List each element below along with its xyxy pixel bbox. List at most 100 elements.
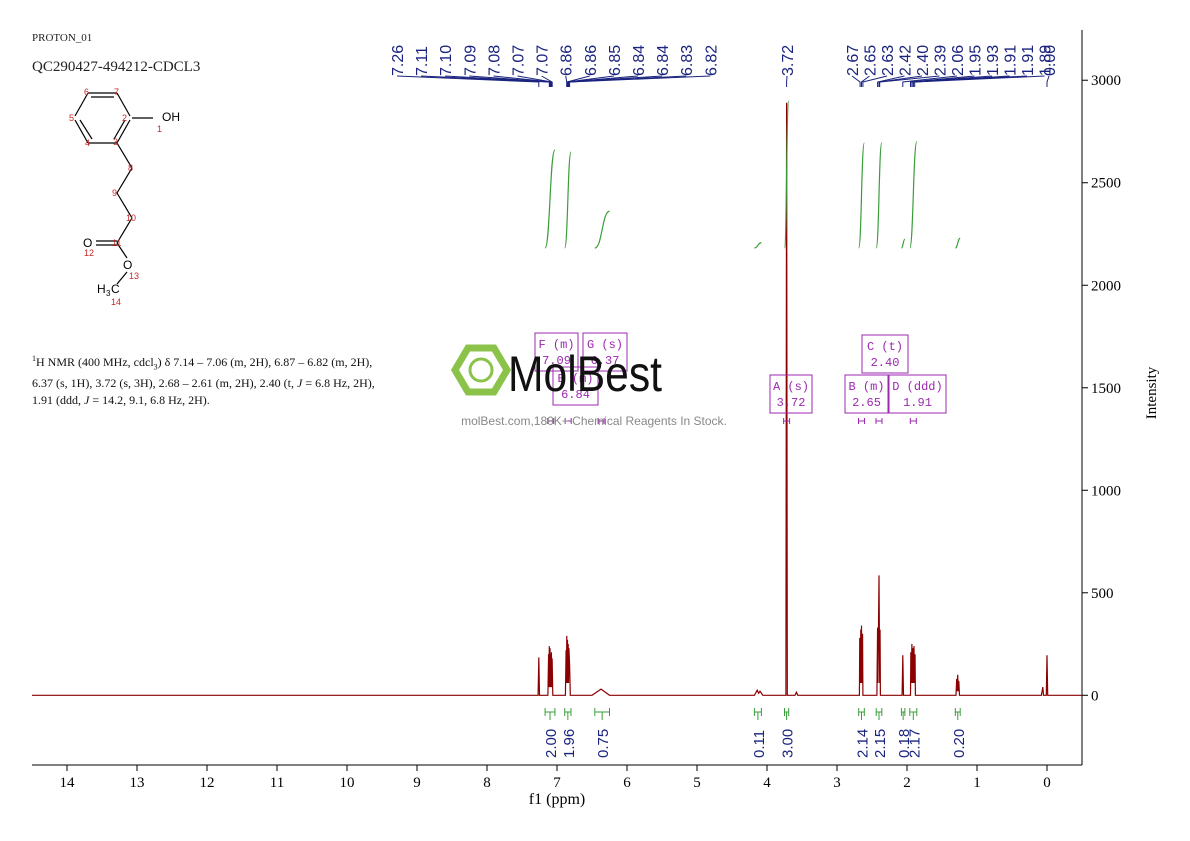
multiplet-box bbox=[861, 334, 909, 374]
peak-label: 2.39 bbox=[933, 45, 950, 76]
integral-label: 3.00 bbox=[780, 729, 797, 758]
multiplet-name: D (ddd) bbox=[892, 380, 942, 394]
y-tick-label: 500 bbox=[1091, 586, 1114, 602]
peak-connector bbox=[851, 75, 861, 87]
peak-label: 2.42 bbox=[898, 45, 915, 76]
x-tick-label: 5 bbox=[693, 775, 701, 791]
integral-bracket bbox=[544, 708, 556, 720]
peak-label: 2.65 bbox=[863, 45, 880, 76]
x-tick-label: 12 bbox=[200, 775, 215, 791]
peak-connector bbox=[568, 75, 687, 87]
multiplet-name: B (m) bbox=[848, 380, 884, 394]
experiment-name: PROTON_01 bbox=[32, 32, 92, 44]
x-tick-label: 1 bbox=[973, 775, 981, 791]
watermark-logo bbox=[450, 344, 512, 396]
multiplet-marker bbox=[564, 418, 572, 424]
multiplet-name: A (s) bbox=[773, 380, 809, 394]
integral-bracket bbox=[900, 708, 906, 720]
atom-numbers: OH 1 2 3 4 5 6 7 8 9 10 11 O 12 O 13 H 3… bbox=[69, 87, 180, 307]
integral-bracket bbox=[875, 708, 883, 720]
peak-label: 1.91 bbox=[1020, 45, 1037, 76]
peak-label: 2.67 bbox=[845, 45, 862, 76]
multiplet-marker bbox=[783, 418, 791, 424]
integral-curve bbox=[783, 100, 790, 249]
multiplet-shift: 2.40 bbox=[871, 356, 900, 370]
desc-part: 1 bbox=[32, 354, 36, 363]
atom-number: 4 bbox=[85, 138, 90, 148]
y-tick-label: 1000 bbox=[1091, 483, 1121, 499]
peak-connector bbox=[861, 75, 870, 87]
multiplet-box bbox=[582, 332, 628, 372]
peak-label: 7.26 bbox=[390, 45, 407, 76]
integral-label: 2.00 bbox=[543, 729, 560, 758]
atom-number: 3 bbox=[113, 137, 118, 147]
multiplet-marker bbox=[547, 418, 555, 424]
x-tick-label: 0 bbox=[1043, 775, 1051, 791]
multiplet-name: G (s) bbox=[587, 338, 623, 352]
multiplet-shift: 7.09 bbox=[542, 354, 571, 368]
peak-connector bbox=[567, 75, 614, 87]
integral-bracket bbox=[858, 708, 865, 720]
integral-curve bbox=[909, 141, 918, 249]
desc-part: H NMR (400 MHz, cdcl bbox=[36, 355, 154, 369]
integral-curve bbox=[955, 237, 961, 249]
integral-label: 2.15 bbox=[872, 729, 889, 758]
multiplet-marker bbox=[858, 418, 865, 424]
multiplet-box bbox=[888, 374, 947, 414]
x-tick-label: 7 bbox=[553, 775, 561, 791]
multiplet-shift: 6.84 bbox=[561, 388, 590, 402]
atom-number: 6 bbox=[84, 87, 89, 97]
peak-connector bbox=[911, 75, 993, 87]
multiplet-shift: 2.65 bbox=[852, 396, 881, 410]
peak-label: 6.84 bbox=[655, 45, 672, 76]
peak-label: 2.06 bbox=[950, 45, 967, 76]
atom-label: O bbox=[83, 236, 92, 250]
peak-connector bbox=[877, 75, 905, 87]
multiplet-name: C (t) bbox=[867, 340, 903, 354]
x-tick-label: 13 bbox=[130, 775, 145, 791]
peak-label: 7.07 bbox=[535, 45, 552, 76]
peak-label: 7.10 bbox=[438, 45, 455, 76]
y-tick-label: 2500 bbox=[1091, 176, 1121, 192]
y-tick-label: 0 bbox=[1091, 688, 1099, 704]
integral-curve bbox=[544, 149, 556, 249]
x-tick-label: 8 bbox=[483, 775, 491, 791]
integral-bracket bbox=[784, 708, 790, 720]
peak-label: 6.83 bbox=[679, 45, 696, 76]
peak-connector bbox=[910, 75, 975, 87]
peak-label: 6.86 bbox=[583, 45, 600, 76]
multiplet-marker bbox=[909, 418, 917, 424]
x-tick-label: 9 bbox=[413, 775, 421, 791]
atom-number: 12 bbox=[84, 248, 94, 258]
integral-label: 0.20 bbox=[951, 729, 968, 758]
peak-connector bbox=[902, 75, 958, 87]
atom-number: 5 bbox=[69, 113, 74, 123]
integral-label: 1.96 bbox=[561, 729, 578, 758]
desc-part: J bbox=[296, 376, 303, 391]
peak-label: 0.00 bbox=[1042, 45, 1059, 76]
x-tick-label: 14 bbox=[60, 775, 76, 791]
peak-label: 3.72 bbox=[780, 45, 797, 76]
spectrum-line bbox=[32, 102, 1082, 696]
atom-number: 7 bbox=[114, 87, 119, 97]
multiplet-name: E (m) bbox=[557, 372, 593, 386]
peak-connector bbox=[914, 75, 1045, 87]
peak-connector bbox=[569, 75, 711, 87]
x-axis-label: f1 (ppm) bbox=[529, 791, 585, 808]
multiplet-box bbox=[769, 374, 813, 414]
peak-label: 1.95 bbox=[968, 45, 985, 76]
integral-curve bbox=[564, 151, 572, 249]
atom-number: 2 bbox=[122, 113, 127, 123]
peak-connector bbox=[541, 75, 553, 87]
peak-connector bbox=[567, 75, 663, 87]
integral-curve bbox=[594, 210, 610, 249]
atom-number: 10 bbox=[126, 213, 136, 223]
peak-label: 7.08 bbox=[486, 45, 503, 76]
multiplet-box bbox=[534, 332, 579, 372]
desc-part: J bbox=[84, 393, 90, 408]
atom-number: 8 bbox=[128, 163, 133, 173]
x-tick-label: 2 bbox=[903, 775, 911, 791]
atom-label: OH bbox=[162, 110, 180, 124]
integral-bracket bbox=[909, 708, 918, 720]
